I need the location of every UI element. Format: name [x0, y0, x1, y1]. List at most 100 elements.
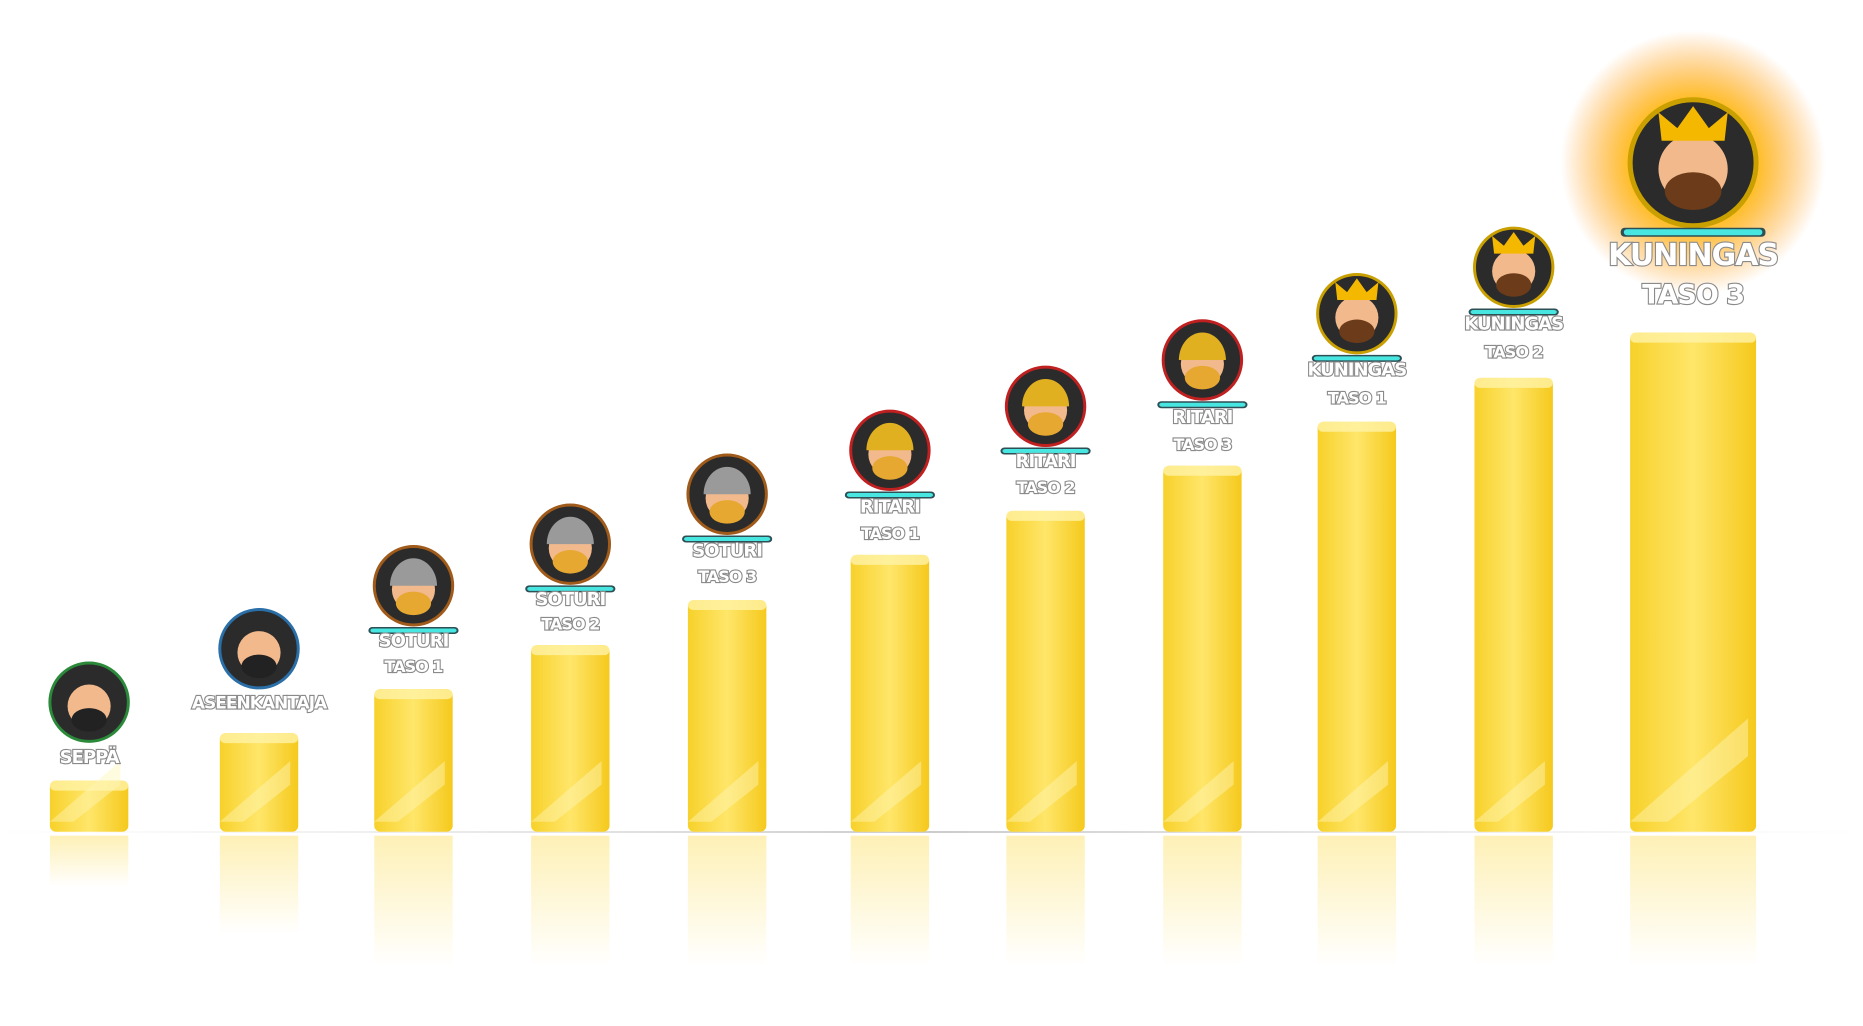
- progress-fill: [370, 628, 457, 633]
- avatar-beard: [1027, 412, 1064, 436]
- progress-fill: [1159, 402, 1246, 407]
- bar-shine: [1006, 761, 1077, 822]
- rank-name: KUNINGAS: [1307, 360, 1406, 381]
- rank-item: SEPPÄ: [48, 661, 130, 887]
- rank-level: TASO 1: [385, 657, 444, 676]
- rank-level: TASO 1: [861, 524, 920, 543]
- avatar-beard: [872, 456, 908, 480]
- avatar-helmet: [866, 422, 914, 451]
- bar-top: [1317, 421, 1397, 432]
- rank-item: ASEENKANTAJA: [191, 608, 330, 935]
- rank-item: RITARI TASO 2: [1000, 365, 1091, 967]
- avatar-beard: [709, 500, 745, 524]
- bar-reflection: [850, 835, 930, 967]
- avatar: [1161, 319, 1244, 401]
- avatar-crown: [1658, 106, 1728, 141]
- bar-top: [49, 780, 129, 791]
- rank-item: KUNINGAS TASO 1: [1306, 272, 1408, 967]
- bar-top: [1006, 510, 1085, 521]
- bar-shine: [850, 761, 922, 822]
- rank-name: SOTURI: [692, 540, 762, 561]
- avatar-beard: [1339, 319, 1375, 344]
- rank-name: KUNINGAS: [1608, 238, 1778, 273]
- avatar-crown: [1492, 232, 1536, 254]
- rank-name: KUNINGAS: [1464, 313, 1563, 334]
- avatar: [1472, 226, 1555, 309]
- progress-fill: [684, 536, 771, 541]
- bar-shine: [374, 761, 445, 822]
- bar-shine: [687, 761, 759, 822]
- bar-top: [1474, 377, 1553, 388]
- avatar-beard: [71, 708, 107, 732]
- bar: [374, 689, 453, 832]
- bar-reflection: [687, 835, 767, 967]
- avatar: [529, 503, 612, 585]
- rank-level: TASO 2: [1485, 342, 1543, 361]
- bar: [531, 645, 610, 832]
- bar-top: [1630, 332, 1757, 343]
- progress-fill: [1313, 356, 1400, 361]
- avatar-helmet: [703, 466, 751, 495]
- bar: [1006, 510, 1085, 832]
- rank-name: RITARI: [860, 496, 920, 517]
- avatar-helmet: [1022, 378, 1070, 407]
- progress-fill: [1470, 310, 1557, 315]
- bar: [850, 554, 930, 832]
- bar-shine: [1163, 761, 1234, 822]
- bar-shine: [49, 761, 121, 822]
- avatar: [1627, 97, 1759, 229]
- avatar: [686, 453, 768, 535]
- bar-reflection: [531, 835, 610, 967]
- bar-shine: [1474, 761, 1545, 822]
- rank-item: KUNINGAS TASO 3: [1560, 30, 1826, 967]
- avatar-crown: [1335, 278, 1379, 300]
- rank-item: SOTURI TASO 3: [682, 453, 773, 967]
- avatar-beard: [552, 550, 588, 574]
- progress-fill: [846, 493, 934, 498]
- avatar-beard: [395, 591, 432, 616]
- rank-name: SOTURI: [379, 631, 449, 652]
- bar: [1163, 465, 1242, 832]
- bar-shine: [219, 761, 291, 822]
- bar: [49, 780, 129, 832]
- rank-level: TASO 3: [698, 567, 756, 586]
- progress-fill: [527, 586, 614, 591]
- avatar: [1316, 272, 1398, 355]
- bar-shine: [1317, 761, 1389, 822]
- rank-name: ASEENKANTAJA: [192, 693, 328, 713]
- bar-top: [1163, 465, 1242, 476]
- avatar-beard: [1184, 365, 1221, 390]
- bar-reflection: [219, 835, 299, 935]
- progress-fill: [1002, 449, 1089, 454]
- rank-level: TASO 2: [541, 614, 599, 633]
- avatar-helmet: [546, 516, 594, 545]
- avatar: [372, 545, 455, 627]
- bar-reflection: [49, 835, 129, 887]
- bar-reflection: [1006, 835, 1085, 967]
- rank-level: TASO 3: [1173, 435, 1231, 454]
- bar-top: [219, 733, 299, 744]
- avatar-helmet: [1178, 332, 1226, 361]
- rank-name: SOTURI: [535, 589, 605, 610]
- bar-top: [374, 689, 453, 700]
- bar-shine: [531, 761, 602, 822]
- bar-top: [531, 645, 610, 656]
- rank-level: TASO 3: [1642, 279, 1744, 310]
- avatar-beard: [1496, 273, 1532, 297]
- avatar: [48, 661, 130, 743]
- bar-reflection: [1163, 835, 1242, 967]
- bar: [1317, 421, 1397, 832]
- bar-top: [687, 600, 767, 611]
- avatar: [849, 409, 931, 492]
- rank-name: RITARI: [1016, 451, 1076, 472]
- rank-name: RITARI: [1172, 407, 1232, 428]
- rank-level: TASO 1: [1328, 389, 1387, 408]
- bar-top: [850, 554, 930, 565]
- floor-line: [0, 831, 1863, 833]
- rank-level: TASO 2: [1017, 478, 1075, 497]
- bar-shine: [1630, 718, 1749, 822]
- rank-item: RITARI TASO 1: [844, 409, 936, 967]
- bar: [1474, 377, 1553, 832]
- avatar-helmet: [389, 558, 437, 586]
- bar: [219, 733, 299, 832]
